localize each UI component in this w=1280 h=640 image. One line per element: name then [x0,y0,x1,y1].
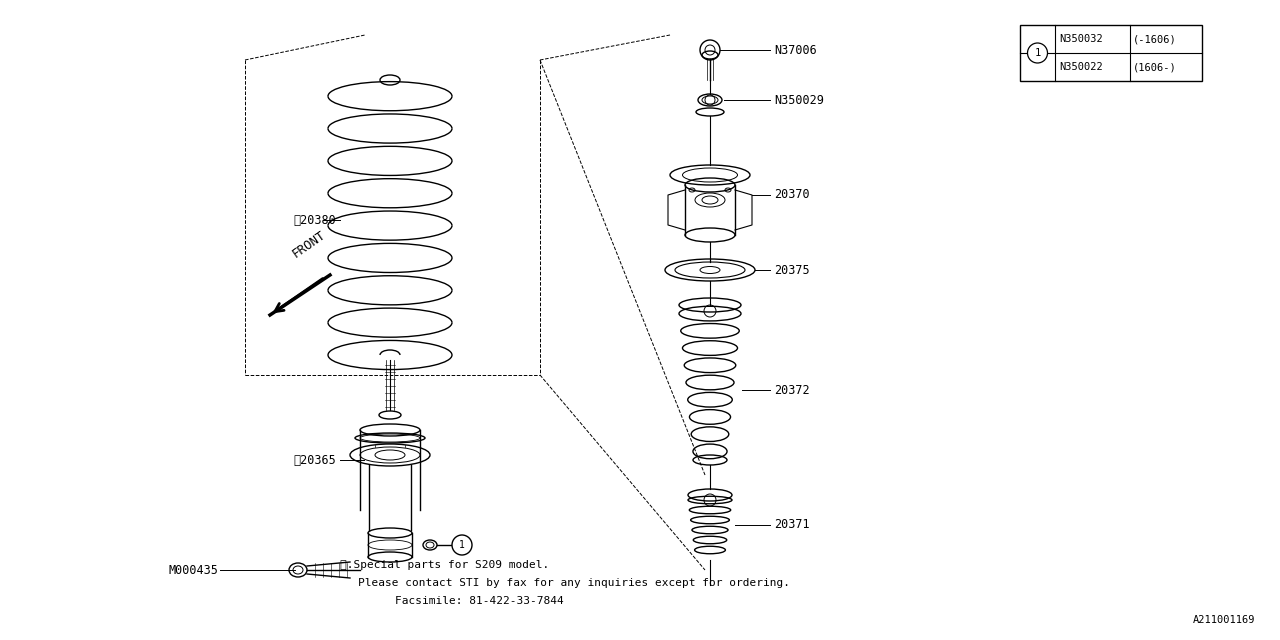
Text: 20372: 20372 [774,384,810,397]
Text: ※.Special parts for S209 model.: ※.Special parts for S209 model. [340,560,549,570]
Text: ※20365: ※20365 [293,454,335,467]
Text: 20375: 20375 [774,264,810,276]
Text: N350029: N350029 [774,93,824,106]
Text: N350022: N350022 [1059,62,1103,72]
Text: (-1606): (-1606) [1133,34,1176,44]
Bar [1020,25,1202,81]
Text: 20370: 20370 [774,189,810,202]
Text: 1: 1 [1034,48,1041,58]
Circle shape [452,535,472,555]
Text: M000435: M000435 [168,563,218,577]
Text: N37006: N37006 [774,44,817,56]
Text: FRONT: FRONT [291,228,328,260]
Text: A211001169: A211001169 [1193,615,1254,625]
Text: Facsimile: 81-422-33-7844: Facsimile: 81-422-33-7844 [396,596,563,606]
Text: ※20380: ※20380 [293,214,335,227]
Text: 20371: 20371 [774,518,810,531]
Text: (1606-): (1606-) [1133,62,1176,72]
Text: N350032: N350032 [1059,34,1103,44]
Text: Please contact STI by fax for any inquiries except for ordering.: Please contact STI by fax for any inquir… [358,578,790,588]
Circle shape [1028,43,1047,63]
Text: 1: 1 [460,540,465,550]
